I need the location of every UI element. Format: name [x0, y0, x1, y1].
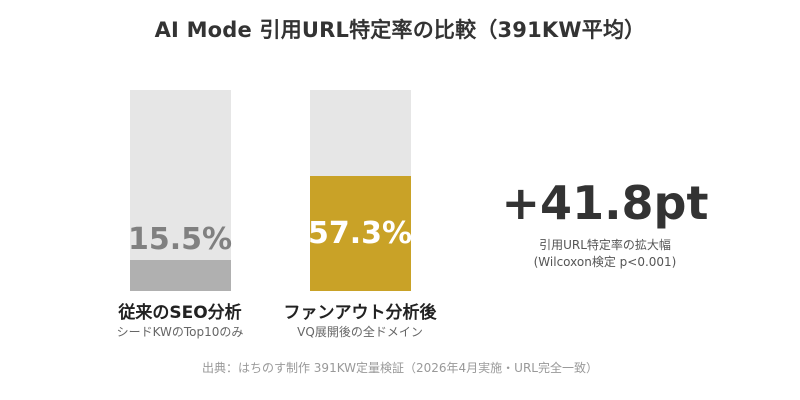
source-note: 出典：はちのす制作 391KW定量検証（2026年4月実施・URL完全一致） — [201, 361, 598, 375]
delta-caption-line2: (Wilcoxon検定 p<0.001) — [533, 255, 677, 269]
bar-seo-analysis — [129, 260, 231, 291]
category-label-fanout: ファンアウト分析後 — [283, 303, 437, 323]
chart-title: AI Mode 引用URL特定率の比較（391KW平均） — [154, 18, 646, 42]
delta-caption-line1: 引用URL特定率の拡大幅 — [539, 238, 671, 252]
category-sublabel-seo: シードKWのTop10のみ — [116, 325, 244, 339]
bar-track-seo — [129, 90, 231, 291]
bar-value-label-seo: 15.5% — [127, 222, 233, 257]
bar-track-fanout — [309, 90, 411, 291]
delta-caption: 引用URL特定率の拡大幅 (Wilcoxon検定 p<0.001) — [490, 237, 720, 271]
delta-value: +41.8pt — [501, 176, 709, 230]
category-label-seo: 従来のSEO分析 — [118, 303, 242, 323]
bar-value-label-fanout: 57.3% — [307, 216, 413, 251]
bar-fanout-analysis — [309, 176, 411, 291]
category-sublabel-fanout: VQ展開後の全ドメイン — [297, 325, 423, 339]
